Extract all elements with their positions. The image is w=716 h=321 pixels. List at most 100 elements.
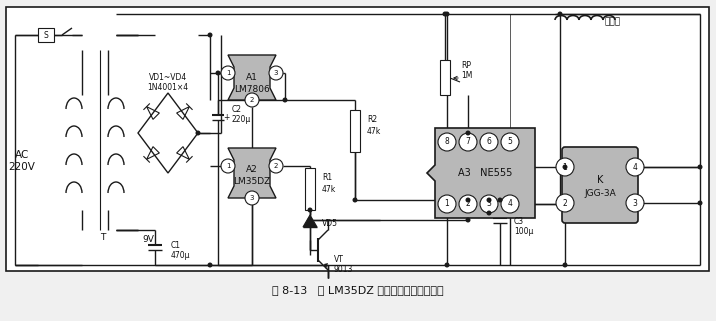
- Text: R1: R1: [322, 173, 332, 183]
- Text: R2: R2: [367, 116, 377, 125]
- Circle shape: [697, 164, 702, 169]
- Text: 220V: 220V: [9, 162, 35, 172]
- Text: A2: A2: [246, 166, 258, 175]
- Circle shape: [245, 93, 259, 107]
- Circle shape: [465, 197, 470, 203]
- Circle shape: [442, 12, 448, 16]
- Text: C2: C2: [232, 106, 242, 115]
- Circle shape: [558, 12, 563, 16]
- Text: RP: RP: [461, 60, 471, 70]
- Circle shape: [269, 159, 283, 173]
- Text: 6: 6: [487, 137, 491, 146]
- Circle shape: [498, 197, 503, 203]
- Text: 3: 3: [632, 198, 637, 207]
- Circle shape: [486, 211, 491, 215]
- Text: 3: 3: [487, 199, 491, 209]
- Circle shape: [269, 66, 283, 80]
- Text: 1: 1: [563, 162, 567, 171]
- Circle shape: [626, 158, 644, 176]
- Circle shape: [216, 71, 221, 75]
- Circle shape: [352, 197, 357, 203]
- Text: 2: 2: [563, 198, 567, 207]
- Circle shape: [697, 201, 702, 205]
- Bar: [305, 168, 315, 210]
- Circle shape: [208, 32, 213, 38]
- Text: 2: 2: [465, 199, 470, 209]
- Circle shape: [221, 159, 235, 173]
- Text: 2: 2: [274, 163, 279, 169]
- Polygon shape: [427, 128, 535, 218]
- Polygon shape: [303, 215, 317, 227]
- Bar: [6, 7, 709, 271]
- Text: +: +: [223, 112, 229, 122]
- Text: T: T: [100, 233, 106, 242]
- Text: LM35DZ: LM35DZ: [233, 178, 271, 187]
- Circle shape: [556, 194, 574, 212]
- Circle shape: [438, 195, 456, 213]
- Text: 9V: 9V: [142, 236, 154, 245]
- Text: A3   NE555: A3 NE555: [458, 168, 512, 178]
- Text: 图 8-13   用 LM35DZ 制作的家禽孵化箱电路: 图 8-13 用 LM35DZ 制作的家禽孵化箱电路: [272, 285, 444, 295]
- Text: 2: 2: [250, 97, 254, 103]
- Text: 4: 4: [508, 199, 513, 209]
- Circle shape: [208, 263, 213, 267]
- Text: AC: AC: [15, 150, 29, 160]
- Circle shape: [465, 131, 470, 135]
- Circle shape: [445, 263, 450, 267]
- Text: 1M: 1M: [461, 72, 473, 81]
- Text: 9013: 9013: [334, 265, 354, 274]
- Text: 3: 3: [274, 70, 279, 76]
- Circle shape: [221, 66, 235, 80]
- Text: 7: 7: [465, 137, 470, 146]
- Bar: [38, 28, 54, 42]
- Circle shape: [501, 195, 519, 213]
- Text: 1: 1: [226, 163, 231, 169]
- Circle shape: [563, 263, 568, 267]
- FancyBboxPatch shape: [562, 147, 638, 223]
- Text: LM7806: LM7806: [234, 84, 270, 93]
- Text: 1: 1: [226, 70, 231, 76]
- Text: 8: 8: [445, 137, 450, 146]
- Circle shape: [486, 197, 491, 203]
- Text: C1: C1: [171, 240, 181, 249]
- Text: VT: VT: [334, 256, 344, 265]
- Bar: [350, 110, 360, 152]
- Circle shape: [245, 191, 259, 205]
- Text: 电热螒: 电热螒: [605, 18, 621, 27]
- Text: JGG-3A: JGG-3A: [584, 188, 616, 197]
- Text: 100μ: 100μ: [514, 227, 533, 236]
- Circle shape: [459, 195, 477, 213]
- Text: 3: 3: [250, 195, 254, 201]
- Text: 47k: 47k: [367, 127, 381, 136]
- Text: 1N4001×4: 1N4001×4: [147, 82, 188, 91]
- Text: 4: 4: [632, 162, 637, 171]
- Circle shape: [480, 133, 498, 151]
- Text: 47k: 47k: [322, 186, 337, 195]
- Circle shape: [445, 12, 450, 16]
- Circle shape: [195, 131, 200, 135]
- Circle shape: [438, 133, 456, 151]
- Circle shape: [465, 218, 470, 222]
- Text: C3: C3: [514, 216, 524, 225]
- Circle shape: [307, 218, 312, 222]
- Circle shape: [556, 158, 574, 176]
- Polygon shape: [228, 55, 276, 100]
- Text: 220μ: 220μ: [232, 116, 251, 125]
- Circle shape: [283, 98, 288, 102]
- Text: A1: A1: [246, 73, 258, 82]
- Text: 470μ: 470μ: [171, 250, 190, 259]
- Circle shape: [501, 133, 519, 151]
- Circle shape: [459, 133, 477, 151]
- Text: S: S: [44, 30, 49, 39]
- Text: VD5: VD5: [322, 219, 338, 228]
- Text: 1: 1: [445, 199, 450, 209]
- Polygon shape: [228, 148, 276, 198]
- Text: 5: 5: [508, 137, 513, 146]
- Circle shape: [626, 194, 644, 212]
- Circle shape: [307, 207, 312, 213]
- Circle shape: [480, 195, 498, 213]
- Text: K: K: [597, 175, 603, 185]
- Circle shape: [563, 164, 568, 169]
- Bar: [440, 60, 450, 95]
- Text: VD1~VD4: VD1~VD4: [149, 74, 187, 82]
